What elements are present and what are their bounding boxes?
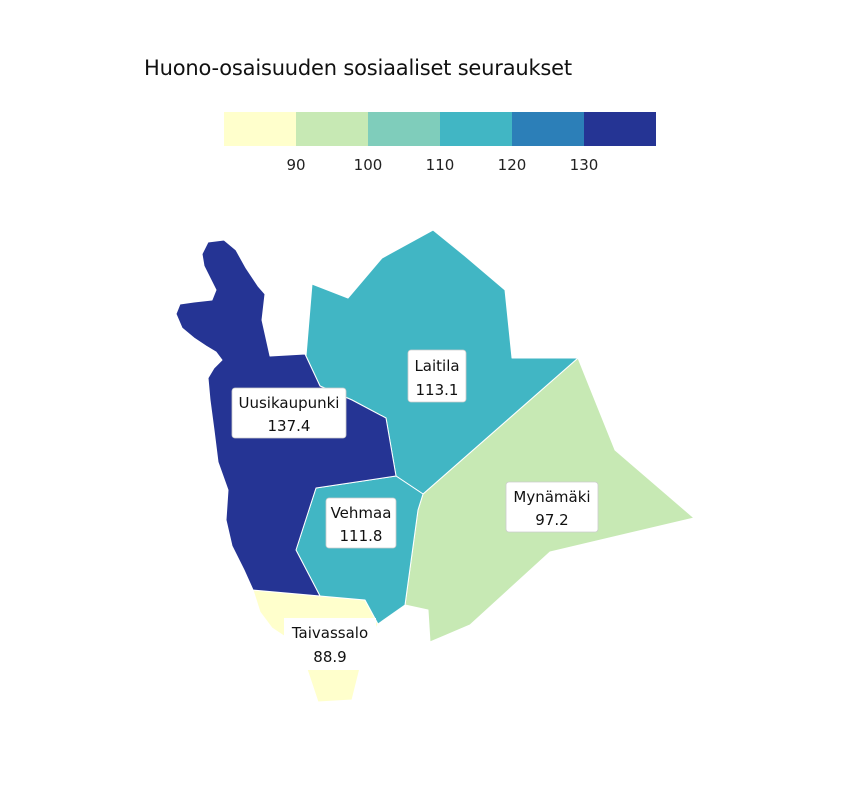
legend-swatch-1 [224,112,296,146]
label-mynamaki-value: 97.2 [535,511,568,529]
label-mynamaki: Mynämäki 97.2 [505,481,599,533]
label-vehmaa: Vehmaa 111.8 [325,497,397,549]
color-legend: 90 100 110 120 130 [224,112,656,174]
label-uusikaupunki: Uusikaupunki 137.4 [231,387,347,439]
label-laitila: Laitila 113.1 [407,349,467,403]
label-uusikaupunki-name: Uusikaupunki [239,394,340,412]
map-title: Huono-osaisuuden sosiaaliset seuraukset [144,56,572,80]
label-laitila-name: Laitila [414,357,459,375]
label-mynamaki-name: Mynämäki [513,488,590,506]
legend-swatch-6 [584,112,656,146]
region-labels: Uusikaupunki 137.4 Laitila 113.1 Vehmaa … [231,349,599,670]
legend-tick-110: 110 [426,156,455,174]
map-regions [175,229,695,703]
legend-tick-130: 130 [570,156,599,174]
label-vehmaa-value: 111.8 [340,527,383,545]
legend-swatch-5 [512,112,584,146]
legend-swatch-3 [368,112,440,146]
label-vehmaa-name: Vehmaa [331,504,392,522]
legend-tick-100: 100 [354,156,383,174]
label-uusikaupunki-value: 137.4 [268,417,311,435]
legend-tick-90: 90 [286,156,305,174]
label-taivassalo-name: Taivassalo [291,624,368,642]
label-taivassalo: Taivassalo 88.9 [284,618,376,670]
legend-swatch-2 [296,112,368,146]
legend-tick-120: 120 [498,156,527,174]
legend-swatch-4 [440,112,512,146]
label-taivassalo-value: 88.9 [313,648,346,666]
label-laitila-value: 113.1 [416,381,459,399]
